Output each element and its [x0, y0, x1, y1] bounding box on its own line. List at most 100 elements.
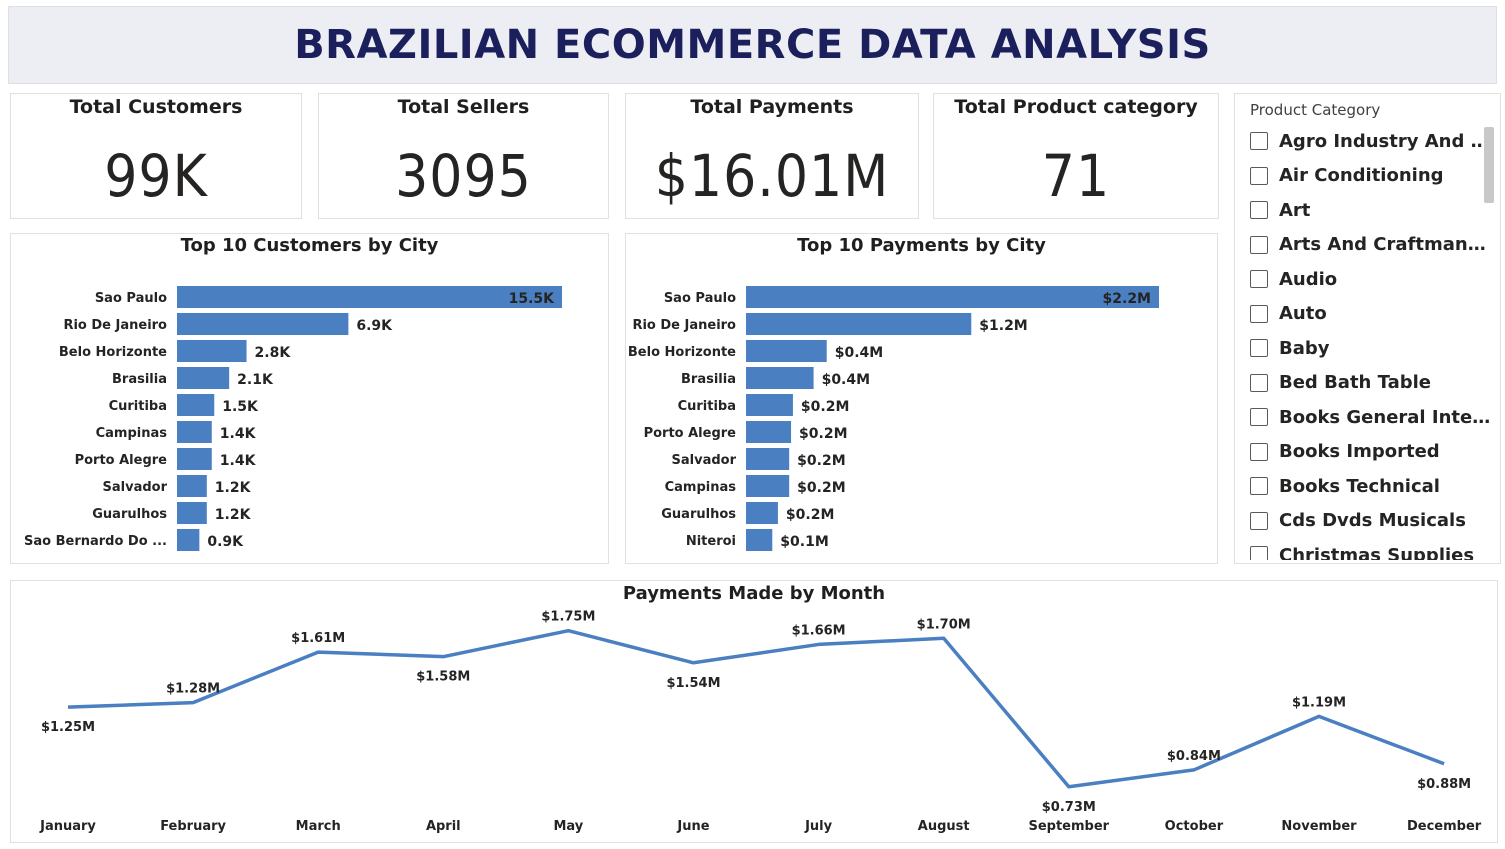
- bar[interactable]: [746, 286, 1159, 308]
- bar[interactable]: [177, 529, 200, 551]
- city-label: Belo Horizonte: [628, 345, 736, 360]
- month-tick-label: March: [296, 819, 341, 834]
- payments-by-city-chart[interactable]: Top 10 Payments by City Sao Paulo $2.2M Ri…: [625, 233, 1218, 564]
- city-label: Brasilia: [112, 372, 167, 387]
- data-label: 1.2K: [215, 480, 252, 496]
- month-tick-label: December: [1407, 819, 1482, 834]
- bar[interactable]: [177, 421, 212, 443]
- customers-by-city-chart[interactable]: Top 10 Customers by City Sao Paulo 15.5K R…: [10, 233, 609, 564]
- city-label: Curitiba: [109, 399, 167, 414]
- slicer-item[interactable]: Audio: [1250, 262, 1500, 297]
- checkbox[interactable]: [1250, 304, 1268, 323]
- data-label: $2.2M: [1103, 291, 1151, 307]
- payments-bar-svg: Sao Paulo $2.2M Rio De Janeiro $1.2M Belo Ho…: [628, 286, 1159, 551]
- slicer-item[interactable]: Auto: [1250, 297, 1500, 332]
- city-label: Rio De Janeiro: [632, 318, 736, 333]
- checkbox[interactable]: [1250, 546, 1268, 560]
- series-line[interactable]: [67, 628, 1445, 789]
- bar[interactable]: [177, 313, 349, 335]
- kpi-total-customers[interactable]: Total Customers 99K: [10, 93, 302, 219]
- city-label: Salvador: [103, 480, 168, 495]
- slicer-item[interactable]: Agro Industry And Commerce: [1250, 124, 1500, 159]
- kpi-label: Total Product category: [954, 96, 1198, 118]
- bar[interactable]: [746, 340, 827, 362]
- checkbox[interactable]: [1250, 442, 1268, 461]
- bar[interactable]: [177, 502, 207, 524]
- month-tick-label: September: [1028, 819, 1109, 834]
- month-tick-label: April: [426, 819, 461, 834]
- bar[interactable]: [177, 367, 230, 389]
- dashboard-title: BRAZILIAN ECOMMERCE DATA ANALYSIS: [294, 22, 1211, 68]
- kpi-label: Total Customers: [69, 96, 243, 118]
- city-label: Salvador: [672, 453, 737, 468]
- checkbox[interactable]: [1250, 339, 1268, 358]
- data-label: 1.5K: [222, 399, 259, 415]
- checkbox[interactable]: [1250, 373, 1268, 392]
- data-label: 2.8K: [255, 345, 292, 361]
- slicer-item[interactable]: Baby: [1250, 331, 1500, 366]
- city-label: Campinas: [96, 426, 168, 441]
- slicer-item-label: Christmas Supplies: [1279, 544, 1475, 560]
- checkbox[interactable]: [1250, 235, 1268, 254]
- data-label: 15.5K: [509, 291, 556, 307]
- slicer-item[interactable]: Arts And Craftmanship: [1250, 228, 1500, 263]
- dashboard-title-bar: BRAZILIAN ECOMMERCE DATA ANALYSIS: [8, 6, 1497, 84]
- city-label: Curitiba: [678, 399, 736, 414]
- slicer-item-label: Books General Interest: [1279, 406, 1494, 428]
- bar[interactable]: [746, 367, 814, 389]
- bar[interactable]: [746, 448, 790, 470]
- slicer-item[interactable]: Art: [1250, 193, 1500, 228]
- bar[interactable]: [746, 529, 773, 551]
- bar[interactable]: [177, 340, 247, 362]
- checkbox[interactable]: [1250, 270, 1268, 289]
- checkbox[interactable]: [1250, 166, 1268, 185]
- bar[interactable]: [746, 313, 972, 335]
- payments-by-month-chart[interactable]: Payments Made by Month $1.25M January $1.2…: [10, 580, 1498, 843]
- bar[interactable]: [177, 286, 562, 308]
- checkbox[interactable]: [1250, 408, 1268, 427]
- data-label: $0.2M: [797, 480, 845, 496]
- checkbox[interactable]: [1250, 477, 1268, 496]
- checkbox[interactable]: [1250, 511, 1268, 530]
- kpi-total-sellers[interactable]: Total Sellers 3095: [318, 93, 609, 219]
- slicer-scrollbar[interactable]: [1484, 127, 1494, 203]
- slicer-item[interactable]: Cds Dvds Musicals: [1250, 504, 1500, 539]
- data-label: 1.4K: [220, 426, 257, 442]
- chart-title: Top 10 Customers by City: [180, 235, 439, 256]
- data-label: $1.19M: [1292, 695, 1346, 710]
- bar[interactable]: [177, 475, 207, 497]
- kpi-total-product-category[interactable]: Total Product category 71: [933, 93, 1219, 219]
- slicer-item[interactable]: Air Conditioning: [1250, 159, 1500, 194]
- kpi-value: 71: [1041, 142, 1111, 210]
- checkbox[interactable]: [1250, 201, 1268, 220]
- bar[interactable]: [746, 475, 790, 497]
- slicer-item[interactable]: Bed Bath Table: [1250, 366, 1500, 401]
- product-category-slicer: Product Category Agro Industry And Comme…: [1234, 93, 1501, 564]
- kpi-value: 99K: [104, 142, 208, 210]
- slicer-item[interactable]: Christmas Supplies: [1250, 538, 1500, 560]
- slicer-item[interactable]: Books Technical: [1250, 469, 1500, 504]
- month-tick-label: November: [1281, 819, 1357, 834]
- data-label: $1.70M: [917, 617, 971, 632]
- slicer-item[interactable]: Books General Interest: [1250, 400, 1500, 435]
- data-label: $0.2M: [797, 453, 845, 469]
- bar[interactable]: [177, 448, 212, 470]
- month-tick-label: October: [1165, 819, 1224, 834]
- kpi-total-payments[interactable]: Total Payments $16.01M: [625, 93, 919, 219]
- bar[interactable]: [746, 394, 793, 416]
- bar[interactable]: [746, 421, 792, 443]
- checkbox[interactable]: [1250, 132, 1268, 151]
- month-tick-label: February: [160, 819, 226, 834]
- month-tick-label: July: [804, 819, 833, 834]
- slicer-item-label: Books Technical: [1279, 475, 1440, 497]
- data-label: 0.9K: [207, 534, 244, 550]
- slicer-item[interactable]: Books Imported: [1250, 435, 1500, 470]
- slicer-item-label: Auto: [1279, 303, 1327, 325]
- bar[interactable]: [746, 502, 778, 524]
- data-label: $0.2M: [786, 507, 834, 523]
- city-label: Sao Paulo: [95, 291, 167, 306]
- data-label: $1.61M: [291, 631, 345, 646]
- city-label: Brasilia: [681, 372, 736, 387]
- slicer-item-label: Art: [1279, 199, 1311, 221]
- bar[interactable]: [177, 394, 215, 416]
